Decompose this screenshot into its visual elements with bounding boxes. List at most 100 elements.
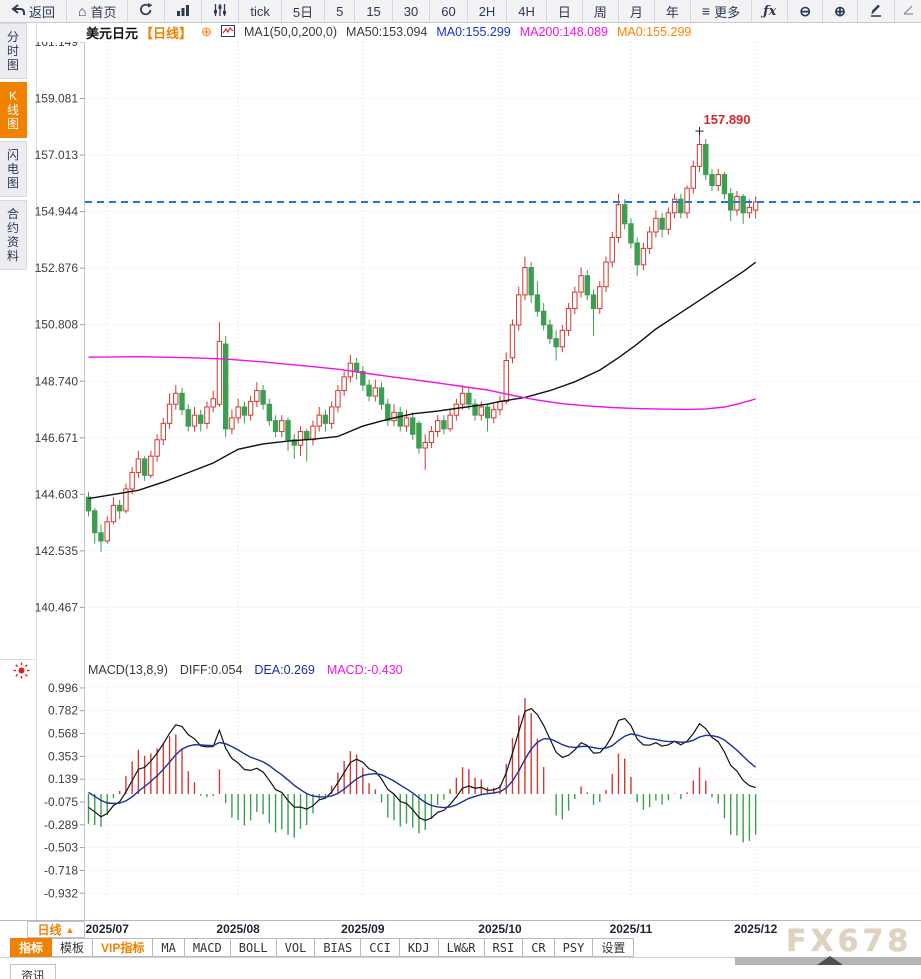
tab-rsi[interactable]: RSI (484, 938, 524, 957)
svg-text:0.353: 0.353 (48, 749, 78, 763)
svg-text:0.568: 0.568 (48, 727, 78, 741)
tab-bias[interactable]: BIAS (315, 938, 362, 957)
tab-psy[interactable]: PSY (554, 938, 594, 957)
toolbar: 返回 ⌂ 首页 tick 5日 5 15 30 60 2H 4H 日 周 月 年… (0, 0, 921, 23)
macd-header: MACD(13,8,9) DIFF:0.054 DEA:0.269 MACD:-… (88, 663, 403, 677)
ma0-orange-value: MA0:155.299 (616, 25, 692, 39)
home-button[interactable]: ⌂ 首页 (67, 0, 129, 22)
menu-icon: ≡ (701, 3, 711, 19)
period-30min-button[interactable]: 30 (393, 0, 431, 22)
zoom-in-button[interactable]: ⊕ (823, 0, 858, 22)
svg-text:140.467: 140.467 (35, 600, 79, 614)
chart-title-row: 美元日元 【日线】 ⊕ MA1(50,0,200,0) MA50:153.094 … (86, 24, 692, 41)
svg-text:157.013: 157.013 (35, 148, 79, 162)
more-button[interactable]: ≡ 更多 (691, 0, 753, 22)
period-4h-button[interactable]: 4H (507, 0, 547, 22)
tab-cci[interactable]: CCI (361, 938, 400, 957)
svg-text:-0.289: -0.289 (44, 818, 78, 832)
tab-vol[interactable]: VOL (276, 938, 316, 957)
back-label: 返回 (28, 4, 55, 20)
svg-text:157.890: 157.890 (704, 112, 751, 127)
draw-button[interactable] (858, 0, 895, 22)
period-tick-button[interactable]: tick (239, 0, 282, 22)
tab-settings[interactable]: 设置 (593, 938, 635, 957)
ma0-blue-value: MA0:155.299 (436, 25, 511, 39)
period-15min-button[interactable]: 15 (355, 0, 393, 22)
macd-params: MACD(13,8,9) (88, 663, 168, 677)
sidebar-item-time-chart[interactable]: 分时图 (0, 23, 27, 79)
tab-boll[interactable]: BOLL (230, 938, 277, 957)
x-axis-label: 2025/11 (609, 922, 653, 936)
period-week-button[interactable]: 周 (583, 0, 619, 22)
tab-vip-indicator[interactable]: VIP指标 (93, 938, 154, 957)
formula-button[interactable]: ƒx (752, 0, 789, 22)
ma50-value: MA50:153.094 (346, 25, 428, 39)
x-axis-label: 2025/08 (216, 922, 260, 936)
back-button[interactable]: 返回 (0, 0, 67, 22)
chart-canvas[interactable]: 161.149 159.081 157.013 154.944 152.876 150.8… (0, 42, 921, 920)
period-label: 【日线】 (140, 25, 193, 41)
ma-group-label: MA1(50,0,200,0) (243, 25, 338, 39)
sidebar-item-lightning-chart[interactable]: 闪电图 (0, 141, 27, 197)
svg-text:152.876: 152.876 (35, 261, 79, 275)
bar-chart-icon (176, 4, 190, 19)
period-5day-button[interactable]: 5日 (282, 0, 326, 22)
news-button[interactable]: 资讯 (10, 964, 56, 979)
chart-type-button[interactable] (165, 0, 203, 22)
indicator-settings-button[interactable] (202, 0, 240, 22)
period-5min-button[interactable]: 5 (325, 0, 356, 22)
chevron-up-icon: ▲ (65, 924, 75, 935)
period-2h-button[interactable]: 2H (468, 0, 508, 22)
tab-kdj[interactable]: KDJ (399, 938, 439, 957)
x-axis-label: 2025/09 (341, 922, 385, 936)
macd-hist-value: MACD:-0.430 (326, 663, 403, 677)
refresh-icon (139, 3, 153, 19)
tab-cr[interactable]: CR (523, 938, 555, 957)
tab-lwr[interactable]: LW&R (438, 938, 485, 957)
tab-ma[interactable]: MA (153, 938, 185, 957)
fx-icon: ƒx (763, 3, 777, 19)
period-month-button[interactable]: 月 (619, 0, 655, 22)
x-axis-label: 2025/12 (733, 922, 778, 936)
home-icon: ⌂ (77, 3, 87, 19)
period-year-button[interactable]: 年 (655, 0, 691, 22)
svg-text:148.740: 148.740 (35, 374, 79, 388)
svg-text:-0.932: -0.932 (44, 886, 78, 900)
scrollbar-arrow-icon (817, 956, 843, 965)
svg-text:150.808: 150.808 (35, 318, 79, 332)
add-indicator-icon[interactable]: ⊕ (201, 24, 212, 39)
period-60min-button[interactable]: 60 (430, 0, 468, 22)
svg-text:0.996: 0.996 (48, 681, 78, 695)
indicator-tab-bar: 指标 模板 VIP指标 MA MACD BOLL VOL BIAS CCI KD… (0, 938, 921, 958)
macd-diff-value: DIFF:0.054 (179, 663, 243, 677)
period-day-button[interactable]: 日 (547, 0, 583, 22)
status-bar: 资讯 (0, 956, 921, 979)
left-pane-divider (0, 659, 36, 660)
home-label: 首页 (90, 4, 117, 20)
back-arrow-icon (11, 3, 25, 19)
x-axis-label: 2025/07 (85, 922, 129, 936)
svg-text:159.081: 159.081 (35, 92, 79, 106)
zoom-out-button[interactable]: ⊖ (788, 0, 824, 22)
svg-text:154.944: 154.944 (35, 205, 79, 219)
tab-macd[interactable]: MACD (184, 938, 231, 957)
refresh-button[interactable] (128, 0, 166, 22)
horizontal-scrollbar[interactable] (735, 956, 921, 965)
indicator-settings-sun-icon[interactable] (13, 662, 30, 684)
sidebar-item-contract-info[interactable]: 合约资料 (0, 200, 27, 270)
x-axis-row: 日线 ▲ 2025/07 2025/08 2025/09 2025/10 2025/11… (0, 920, 921, 939)
period-selector[interactable]: 日线 ▲ (27, 921, 85, 938)
symbol-name: 美元日元 (86, 25, 139, 41)
sliders-icon (213, 3, 227, 19)
tick-label: tick (250, 3, 270, 19)
svg-text:-0.718: -0.718 (44, 863, 78, 877)
tab-indicator[interactable]: 指标 (10, 938, 53, 957)
draw-alt-button[interactable] (895, 0, 921, 22)
tab-template[interactable]: 模板 (52, 938, 94, 957)
x-axis-label: 2025/10 (478, 922, 522, 936)
pencil-icon (869, 3, 883, 20)
zoom-out-icon: ⊖ (799, 3, 812, 19)
svg-text:144.603: 144.603 (35, 487, 79, 501)
